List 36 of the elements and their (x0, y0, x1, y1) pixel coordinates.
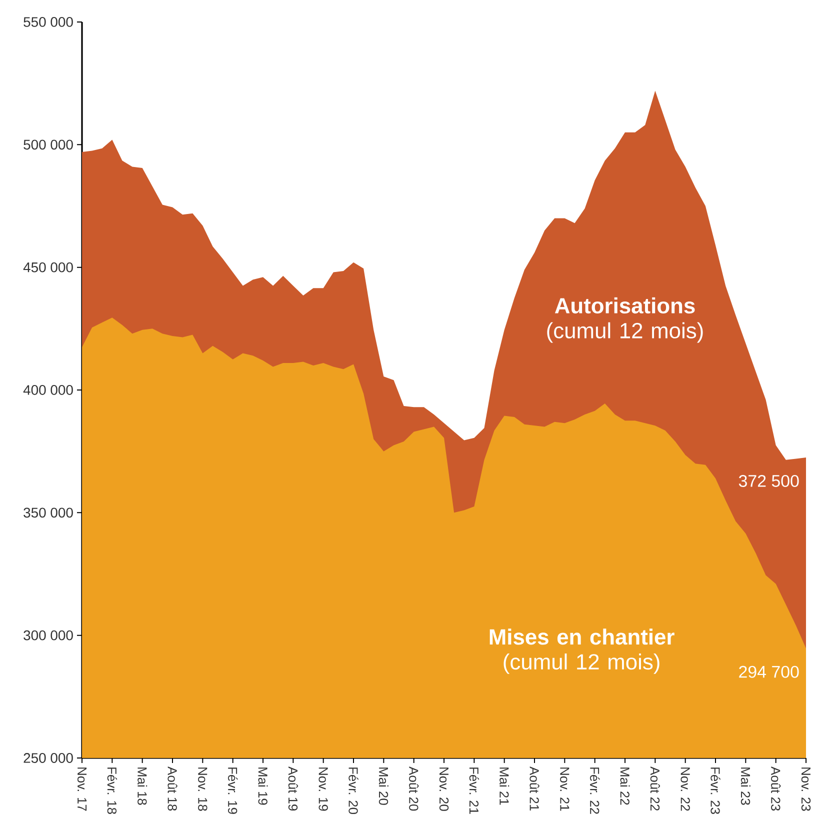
data-label: 372 500 (738, 474, 799, 487)
x-tick-label: Nov. 17 (77, 768, 87, 811)
x-tick-label: Nov. 23 (801, 768, 811, 811)
x-tick-label: Mai 19 (258, 768, 268, 805)
x-tick-label: Mai 21 (500, 768, 510, 805)
x-tick-label: Févr. 18 (107, 768, 117, 814)
data-label: 294 700 (739, 666, 799, 678)
y-tick-label: 450 000 (23, 262, 73, 272)
x-tick-label: Août 19 (288, 766, 298, 811)
x-tick-label: Nov. 21 (560, 768, 570, 811)
x-tick-label: Févr. 21 (469, 768, 479, 814)
x-tick-label: Août 22 (650, 766, 660, 810)
y-tick-label: 500 000 (24, 140, 73, 150)
x-tick-label: Nov. 20 (439, 768, 449, 811)
y-tick-label: 250 000 (24, 753, 73, 763)
y-tick-label: 350 000 (24, 508, 73, 518)
series-label: Mises en chantier (cumul 12 mois) (490, 628, 674, 674)
x-tick-label: Août 21 (530, 766, 540, 811)
x-tick-label: Févr. 22 (590, 768, 600, 814)
x-tick-label: Mai 18 (138, 768, 148, 805)
x-tick-label: Nov. 22 (680, 768, 690, 811)
y-tick-label: 300 000 (24, 630, 73, 640)
x-tick-label: Mai 23 (740, 768, 750, 805)
x-tick-label: Août 18 (168, 766, 178, 811)
x-tick-label: Févr. 23 (710, 768, 720, 814)
x-tick-label: Août 20 (409, 766, 419, 811)
x-tick-label: Nov. 18 (198, 768, 208, 811)
x-tick-label: Févr. 19 (228, 768, 238, 814)
x-tick-label: Août 23 (771, 766, 781, 811)
x-tick-label: Mai 22 (620, 768, 630, 805)
y-tick-label: 400 000 (23, 385, 73, 395)
x-tick-label: Mai 20 (378, 768, 388, 805)
x-tick-label: Nov. 19 (318, 768, 328, 811)
x-tick-label: Févr. 20 (348, 768, 358, 814)
y-tick-label: 550 000 (24, 17, 73, 27)
series-label: Autorisations (cumul 12 mois) (547, 297, 703, 343)
